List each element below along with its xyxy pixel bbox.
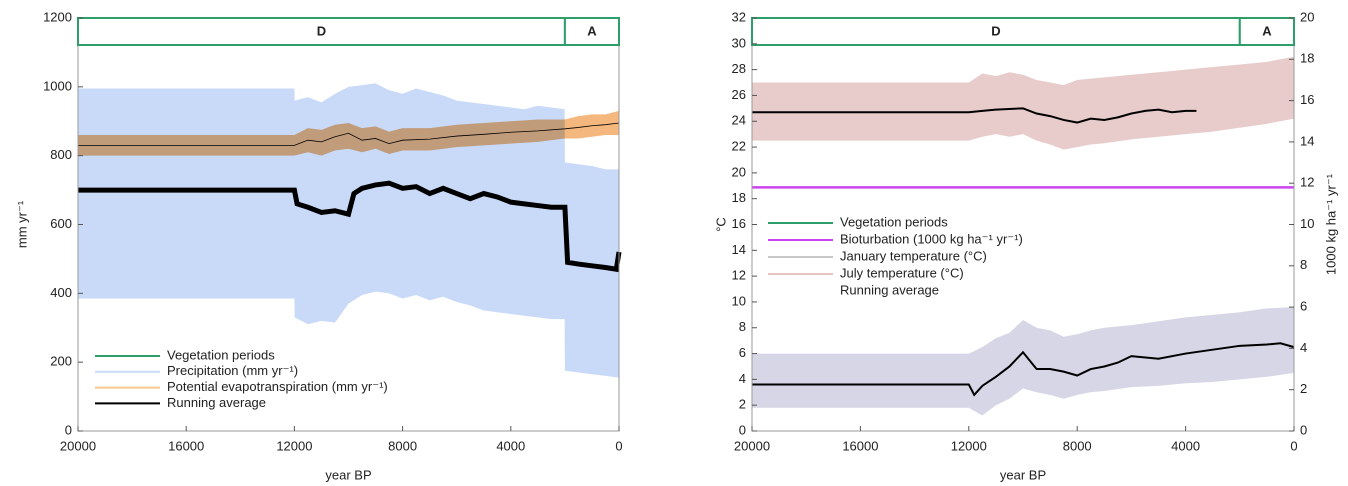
y-tick-label: 4 [739, 371, 746, 386]
y-tick-label: 24 [732, 113, 746, 128]
y-tick-label: 800 [50, 147, 72, 162]
period-label: D [991, 23, 1000, 38]
legend-label: January temperature (°C) [840, 248, 987, 263]
chart-panel: D A 20000 16000 12000 8000 4000 0 0 200 400 600 800 1… [14, 9, 622, 482]
x-tick-label: 20000 [60, 438, 96, 453]
y-tick-label: 30 [732, 35, 746, 50]
x-tick-label: 0 [615, 438, 622, 453]
legend-label: Vegetation periods [167, 347, 275, 362]
x-tick-label: 4000 [496, 438, 525, 453]
data-line [752, 342, 1295, 397]
y2-tick-label: 14 [1300, 133, 1314, 148]
y-tick-label: 20 [732, 164, 746, 179]
x-tick-label: 20000 [734, 438, 770, 453]
y2-tick-label: 18 [1300, 51, 1314, 66]
y-tick-label: 14 [732, 242, 746, 257]
y-tick-label: 12 [732, 268, 746, 283]
x-tick-label: 12000 [951, 438, 987, 453]
x-axis-title: year BP [1000, 467, 1046, 482]
y2-tick-label: 4 [1300, 340, 1307, 355]
y-tick-label: 1200 [43, 9, 72, 24]
y2-tick-label: 2 [1300, 381, 1307, 396]
legend-label: Bioturbation (1000 kg ha⁻¹ yr⁻¹) [840, 231, 1023, 246]
legend-label: Running average [167, 395, 266, 410]
x-tick-label: 8000 [1063, 438, 1092, 453]
y2-axis-title: 1000 kg ha⁻¹ yr⁻¹ [1323, 173, 1338, 275]
legend-label: Potential evapotranspiration (mm yr⁻¹) [167, 379, 388, 394]
y-tick-label: 6 [739, 345, 746, 360]
y2-tick-label: 10 [1300, 216, 1314, 231]
y-tick-label: 1000 [43, 78, 72, 93]
x-tick-label: 16000 [168, 438, 204, 453]
period-label: D [317, 23, 326, 38]
y-tick-label: 2 [739, 397, 746, 412]
x-tick-label: 16000 [842, 438, 878, 453]
x-tick-label: 0 [1290, 438, 1297, 453]
x-tick-label: 12000 [276, 438, 312, 453]
legend-label: Vegetation periods [840, 214, 948, 229]
data-line [78, 180, 622, 273]
uncertainty-band [752, 56, 1294, 150]
x-axis-title: year BP [325, 467, 371, 482]
period-box [77, 17, 566, 46]
y-tick-label: 16 [732, 216, 746, 231]
data-line [78, 122, 620, 146]
legend-label: Running average [840, 282, 939, 297]
legend-label: July temperature (°C) [840, 265, 964, 280]
y-tick-label: 0 [739, 422, 746, 437]
period-box [751, 17, 1241, 46]
y2-tick-label: 20 [1300, 9, 1314, 24]
y-tick-label: 0 [65, 422, 72, 437]
period-label: A [1262, 23, 1272, 38]
y2-tick-label: 16 [1300, 92, 1314, 107]
y-tick-label: 26 [732, 87, 746, 102]
uncertainty-band [752, 307, 1294, 416]
y-tick-label: 28 [732, 61, 746, 76]
x-tick-label: 8000 [388, 438, 417, 453]
period-label: A [587, 23, 597, 38]
uncertainty-band [78, 83, 619, 378]
data-line [752, 107, 1197, 124]
legend-label: Precipitation (mm yr⁻¹) [167, 363, 298, 378]
y-axis-title: °C [713, 217, 728, 232]
y-tick-label: 10 [732, 293, 746, 308]
y2-tick-label: 12 [1300, 175, 1314, 190]
y2-tick-label: 6 [1300, 299, 1307, 314]
period-box [1238, 17, 1296, 46]
y2-tick-label: 0 [1300, 422, 1307, 437]
period-box [563, 17, 621, 46]
x-tick-label: 4000 [1171, 438, 1200, 453]
y-tick-label: 200 [50, 354, 72, 369]
y-tick-label: 400 [50, 285, 72, 300]
y-tick-label: 32 [732, 9, 746, 24]
y-tick-label: 8 [739, 319, 746, 334]
y-tick-label: 22 [732, 139, 746, 154]
y-axis-title: mm yr⁻¹ [14, 200, 29, 248]
y2-tick-label: 8 [1300, 257, 1307, 272]
y-tick-label: 18 [732, 190, 746, 205]
y-tick-label: 600 [50, 216, 72, 231]
